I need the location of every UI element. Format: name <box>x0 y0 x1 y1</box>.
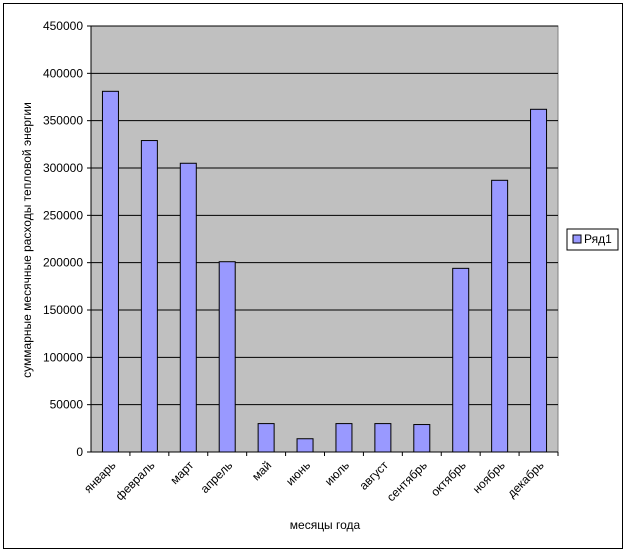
legend: Ряд1 <box>566 228 619 251</box>
x-tick-label: январь <box>81 458 118 495</box>
y-tick-label: 50000 <box>50 398 84 412</box>
x-tick-label: май <box>249 458 274 483</box>
bar-2 <box>179 162 197 453</box>
plot-area <box>90 25 559 453</box>
bar-4 <box>257 423 275 453</box>
x-tick-label: ноябрь <box>470 458 508 496</box>
x-tick-label: февраль <box>113 458 158 503</box>
y-axis-title: суммарные месячные расходы тепловой энер… <box>20 102 34 378</box>
x-tick-label: июль <box>322 458 352 488</box>
legend-swatch <box>572 234 582 244</box>
bar-6 <box>335 423 353 453</box>
y-tick-label: 250000 <box>43 208 83 222</box>
x-tick-label: август <box>356 458 391 493</box>
y-tick-label: 150000 <box>43 303 83 317</box>
y-axis-ticks: 0 50000 100000 150000 200000 250000 300000 3500… <box>43 19 91 459</box>
bar-11 <box>530 108 548 453</box>
bar-9 <box>452 267 470 453</box>
y-tick-label: 200000 <box>43 256 83 270</box>
y-tick-label: 400000 <box>43 66 83 80</box>
gridlines <box>91 25 558 406</box>
x-axis-title: месяцы года <box>290 518 361 532</box>
y-tick-label: 300000 <box>43 161 83 175</box>
bar-8 <box>413 424 431 453</box>
bar-0 <box>101 90 119 453</box>
bar-5 <box>296 438 314 453</box>
bar-1 <box>140 140 158 453</box>
bar-10 <box>491 179 509 453</box>
y-tick-label: 0 <box>76 445 83 459</box>
bar-3 <box>218 261 236 453</box>
y-tick-label: 100000 <box>43 350 83 364</box>
y-tick-label: 450000 <box>43 19 83 33</box>
x-tick-label: декабрь <box>504 458 546 500</box>
x-tick-label: апрель <box>198 458 236 496</box>
bars <box>101 90 548 453</box>
x-tick-label: сентябрь <box>384 458 430 504</box>
x-tick-label: октябрь <box>428 458 469 499</box>
legend-box <box>566 228 619 251</box>
bar-7 <box>374 423 392 453</box>
x-tick-label: март <box>168 458 197 487</box>
y-tick-label: 350000 <box>43 114 83 128</box>
legend-label: Ряд1 <box>584 232 612 246</box>
x-tick-label: июнь <box>283 458 313 488</box>
